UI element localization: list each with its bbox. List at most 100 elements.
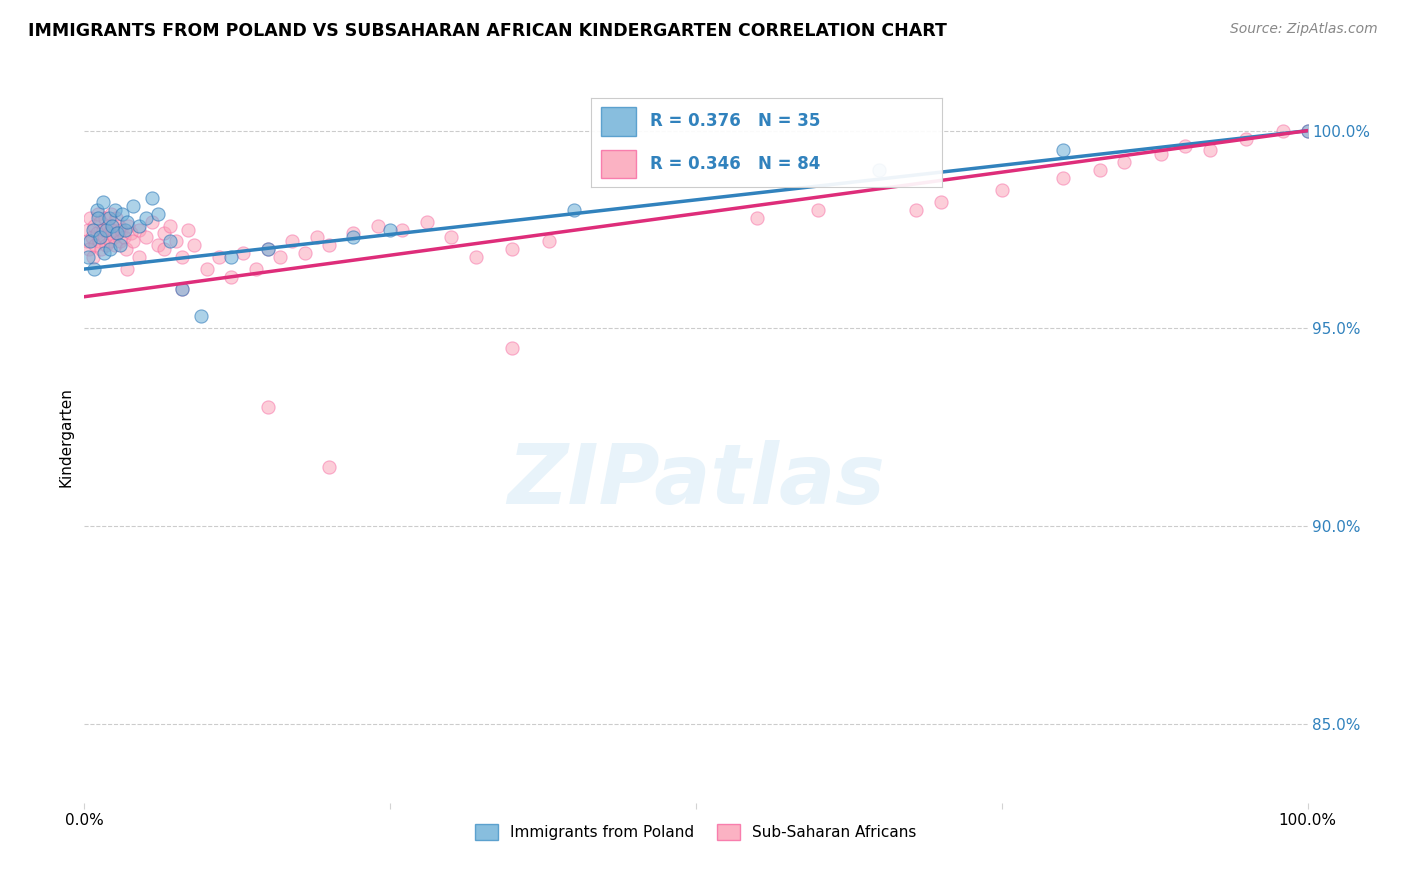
Point bbox=[1272, 123, 1295, 137]
Point bbox=[257, 242, 280, 256]
Point bbox=[115, 262, 138, 277]
Point bbox=[318, 459, 340, 474]
Point bbox=[391, 222, 413, 236]
Point bbox=[305, 230, 328, 244]
Point bbox=[86, 227, 108, 241]
Point bbox=[1174, 139, 1197, 153]
Point bbox=[153, 227, 176, 241]
Point bbox=[122, 235, 145, 249]
Text: IMMIGRANTS FROM POLAND VS SUBSAHARAN AFRICAN KINDERGARTEN CORRELATION CHART: IMMIGRANTS FROM POLAND VS SUBSAHARAN AFR… bbox=[28, 22, 948, 40]
Point bbox=[105, 211, 128, 225]
Point bbox=[79, 211, 101, 225]
Point bbox=[245, 262, 267, 277]
Point bbox=[159, 235, 181, 249]
Point bbox=[83, 262, 105, 277]
Point bbox=[367, 219, 389, 233]
Point bbox=[97, 219, 120, 233]
Point bbox=[195, 262, 218, 277]
Point bbox=[172, 282, 194, 296]
Point bbox=[104, 202, 127, 217]
Y-axis label: Kindergarten: Kindergarten bbox=[58, 387, 73, 487]
Point bbox=[172, 250, 194, 264]
Point bbox=[538, 235, 561, 249]
Point bbox=[86, 202, 108, 217]
Point bbox=[108, 235, 131, 249]
Point bbox=[153, 242, 176, 256]
Point bbox=[98, 242, 121, 256]
Point bbox=[1052, 171, 1074, 186]
Point bbox=[905, 202, 928, 217]
Point bbox=[115, 242, 138, 256]
Point bbox=[91, 222, 114, 236]
Point bbox=[120, 227, 142, 241]
Point bbox=[1236, 131, 1258, 145]
Point bbox=[82, 250, 104, 264]
Bar bbox=[602, 150, 636, 178]
Point bbox=[146, 238, 169, 252]
Legend: Immigrants from Poland, Sub-Saharan Africans: Immigrants from Poland, Sub-Saharan Afri… bbox=[470, 818, 922, 847]
Point bbox=[114, 222, 136, 236]
Point bbox=[96, 222, 118, 236]
Point bbox=[128, 250, 150, 264]
Point bbox=[159, 219, 181, 233]
Point bbox=[105, 227, 128, 241]
Point bbox=[380, 222, 402, 236]
Point bbox=[135, 230, 157, 244]
Point bbox=[89, 230, 111, 244]
Point bbox=[103, 230, 125, 244]
Point bbox=[76, 235, 98, 249]
Point bbox=[112, 230, 135, 244]
Point bbox=[98, 235, 121, 249]
Text: R = 0.346   N = 84: R = 0.346 N = 84 bbox=[650, 155, 821, 173]
Point bbox=[94, 211, 117, 225]
Point bbox=[177, 222, 200, 236]
Point bbox=[219, 250, 242, 264]
Point bbox=[141, 191, 163, 205]
Point bbox=[1052, 144, 1074, 158]
Point bbox=[183, 238, 205, 252]
Point bbox=[80, 230, 103, 244]
Point bbox=[208, 250, 231, 264]
Point bbox=[257, 401, 280, 415]
Point bbox=[502, 341, 524, 355]
Point bbox=[991, 183, 1014, 197]
Point bbox=[146, 207, 169, 221]
Point bbox=[1296, 123, 1319, 137]
Point bbox=[1088, 163, 1111, 178]
Point bbox=[122, 199, 145, 213]
Point bbox=[90, 242, 112, 256]
Point bbox=[294, 246, 316, 260]
Point bbox=[117, 219, 139, 233]
Text: R = 0.376   N = 35: R = 0.376 N = 35 bbox=[650, 112, 821, 130]
Point bbox=[135, 211, 157, 225]
Point bbox=[111, 207, 134, 221]
Point bbox=[1114, 155, 1136, 169]
Point bbox=[257, 242, 280, 256]
Point bbox=[110, 222, 132, 236]
Point bbox=[869, 163, 891, 178]
Point bbox=[93, 230, 115, 244]
Point bbox=[562, 202, 585, 217]
Point bbox=[100, 207, 122, 221]
Point bbox=[82, 222, 104, 236]
Point bbox=[77, 250, 100, 264]
Point bbox=[807, 202, 830, 217]
Point bbox=[318, 238, 340, 252]
Text: ZIPatlas: ZIPatlas bbox=[508, 441, 884, 522]
Point bbox=[1198, 144, 1220, 158]
Point bbox=[269, 250, 291, 264]
Point bbox=[929, 194, 952, 209]
Point bbox=[342, 230, 364, 244]
Point bbox=[502, 242, 524, 256]
Point bbox=[79, 235, 101, 249]
Point bbox=[97, 211, 120, 225]
Point bbox=[104, 238, 127, 252]
Point bbox=[96, 238, 118, 252]
Point bbox=[97, 227, 120, 241]
Point bbox=[416, 214, 439, 228]
Point bbox=[440, 230, 463, 244]
Point bbox=[232, 246, 254, 260]
Point bbox=[105, 227, 128, 241]
Point bbox=[84, 238, 107, 252]
Point bbox=[91, 194, 114, 209]
